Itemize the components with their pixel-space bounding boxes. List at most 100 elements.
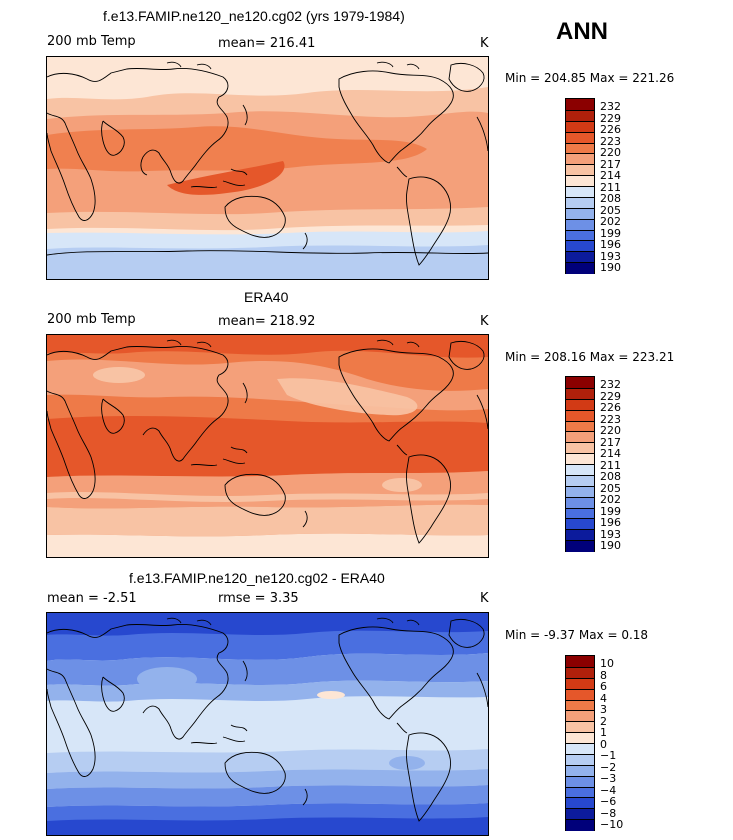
panel3-title: f.e13.FAMIP.ne120_ne120.cg02 - ERA40 [129, 570, 385, 586]
legend1-swatch [566, 109, 594, 122]
panel2-colorbar [565, 376, 595, 552]
panel3-map [46, 612, 489, 836]
panel3-colorbar-labels: 10 8 6 4 3 2 1 0 −1 −2 −3 −4 −6 −8 −10 [600, 655, 640, 831]
legend3-swatch [566, 743, 594, 755]
legend3-swatch [566, 710, 594, 722]
legend2-label: 199 [600, 504, 621, 518]
legend3-swatch [566, 677, 594, 690]
legend2-swatch [566, 409, 594, 421]
legend3-swatch [566, 732, 594, 744]
legend1-label: 214 [600, 169, 621, 182]
legend1-swatch [566, 251, 594, 263]
panel2-units-label: K [480, 314, 489, 329]
panel1-colorbar [565, 98, 595, 274]
panel2-minmax: Min = 208.16 Max = 223.21 [505, 350, 675, 364]
panel3-mean-label: mean = -2.51 [47, 591, 137, 606]
panel2-map [46, 334, 489, 558]
panel3-units-label: K [480, 591, 489, 606]
legend2-swatch [566, 442, 594, 454]
legend3-label: 3 [600, 703, 607, 716]
legend2-label: 208 [600, 470, 621, 483]
legend2-label: 226 [600, 401, 621, 414]
legend1-label: 226 [600, 123, 621, 136]
legend3-label: 1 [600, 726, 607, 739]
legend2-label: 217 [600, 435, 621, 449]
legend1-label: 190 [600, 261, 621, 274]
legend1-label: 223 [600, 134, 621, 148]
legend1-swatch [566, 218, 594, 230]
legend2-swatch [566, 518, 594, 530]
legend3-swatch [566, 656, 594, 668]
season-label: ANN [556, 18, 608, 45]
legend1-swatch [566, 186, 594, 198]
legend2-swatch [566, 431, 594, 443]
panel3-minmax: Min = -9.37 Max = 0.18 [505, 628, 649, 642]
legend2-swatch [566, 420, 594, 432]
panel1-variable-label: 200 mb Temp [47, 34, 136, 49]
legend1-label: 208 [600, 192, 621, 205]
legend2-swatch [566, 485, 594, 498]
panel1-map [46, 56, 489, 280]
legend3-swatch [566, 764, 594, 777]
legend1-label: 229 [600, 111, 621, 125]
legend1-label: 199 [600, 226, 621, 240]
legend2-label: 196 [600, 516, 621, 529]
panel3-colorbar [565, 655, 595, 831]
legend3-swatch [566, 786, 594, 798]
legend3-label: 0 [600, 737, 607, 751]
legend2-swatch [566, 387, 594, 400]
legend3-label: 6 [600, 680, 607, 693]
panel1-title: f.e13.FAMIP.ne120_ne120.cg02 (yrs 1979-1… [103, 8, 405, 24]
panel2-mean-label: mean= 218.92 [218, 314, 316, 329]
legend1-label: 232 [600, 100, 621, 113]
legend1-swatch [566, 229, 594, 241]
legend2-label: 202 [600, 493, 621, 506]
legend3-label: −3 [600, 772, 617, 785]
legend3-label: −4 [600, 783, 617, 797]
legend3-label: −1 [600, 749, 617, 762]
legend2-swatch [566, 474, 594, 487]
legend2-label: 205 [600, 481, 621, 495]
legend1-swatch [566, 142, 594, 154]
panel1-minmax: Min = 204.85 Max = 221.26 [505, 71, 675, 85]
legend3-swatch [566, 666, 594, 679]
legend1-label: 196 [600, 238, 621, 251]
legend3-swatch [566, 699, 594, 711]
legend2-swatch [566, 377, 594, 389]
panel1-units-label: K [480, 36, 489, 51]
legend2-swatch [566, 529, 594, 541]
legend1-swatch [566, 175, 594, 187]
legend2-label: 232 [600, 378, 621, 391]
legend3-label: 2 [600, 714, 607, 728]
legend2-swatch [566, 507, 594, 519]
legend1-swatch [566, 164, 594, 176]
legend2-label: 211 [600, 458, 621, 472]
legend1-swatch [566, 131, 594, 143]
legend2-label: 229 [600, 389, 621, 403]
panel2-colorbar-labels: 232 229 226 223 220 217 214 211 208 205 … [600, 376, 640, 552]
panel1-mean-label: mean= 216.41 [218, 36, 316, 51]
legend1-swatch [566, 153, 594, 165]
legend3-label: 10 [600, 657, 614, 670]
legend3-label: −2 [600, 760, 617, 774]
legend3-label: −8 [600, 806, 617, 820]
legend2-swatch [566, 453, 594, 465]
legend3-label: −6 [600, 795, 617, 808]
legend1-swatch [566, 240, 594, 252]
legend3-swatch [566, 819, 594, 831]
legend1-label: 217 [600, 157, 621, 171]
panel3-rmse-label: rmse = 3.35 [218, 591, 299, 606]
legend2-label: 223 [600, 412, 621, 426]
legend3-swatch [566, 797, 594, 809]
legend3-swatch [566, 688, 594, 700]
legend3-swatch [566, 808, 594, 820]
legend1-label: 193 [600, 249, 621, 263]
legend1-swatch [566, 207, 594, 220]
panel2-variable-label: 200 mb Temp [47, 312, 136, 327]
legend2-label: 190 [600, 539, 621, 552]
legend2-label: 220 [600, 424, 621, 437]
legend1-label: 220 [600, 146, 621, 159]
panel2-title: ERA40 [244, 289, 289, 305]
legend3-label: 4 [600, 691, 607, 705]
legend3-swatch [566, 775, 594, 787]
